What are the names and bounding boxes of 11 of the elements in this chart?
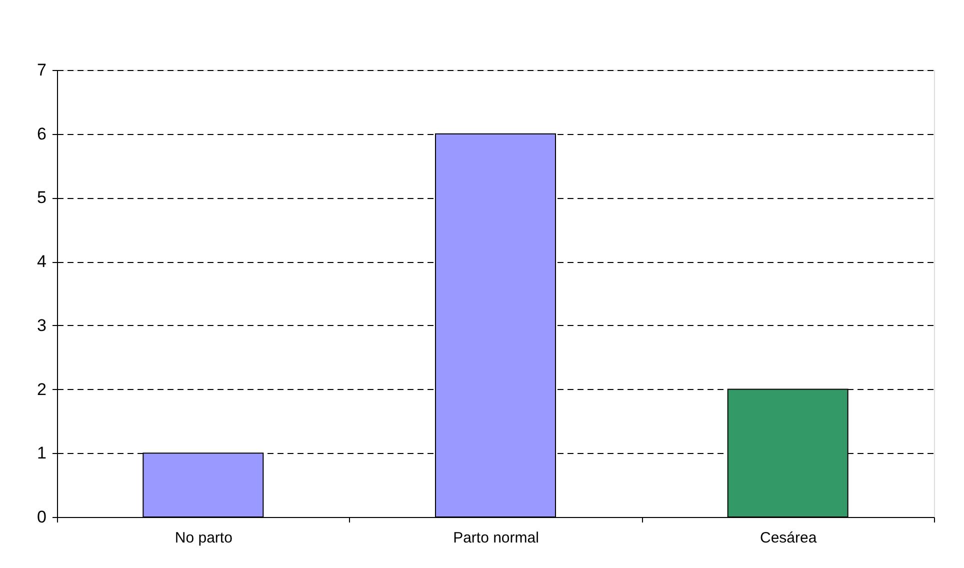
x-tick-label: Cesárea <box>760 530 818 546</box>
x-tick-label: Parto normal <box>453 530 539 546</box>
y-tick-label: 0 <box>37 508 46 526</box>
x-tick-label: No parto <box>174 530 232 546</box>
y-tick-label: 4 <box>37 252 46 272</box>
y-tick-label: 6 <box>37 124 46 144</box>
y-tick-label: 1 <box>37 444 46 463</box>
y-tick-label: 3 <box>37 316 46 335</box>
y-tick-label: 5 <box>37 188 46 208</box>
y-tick-label: 7 <box>37 60 46 80</box>
y-tick-label: 2 <box>37 380 46 399</box>
